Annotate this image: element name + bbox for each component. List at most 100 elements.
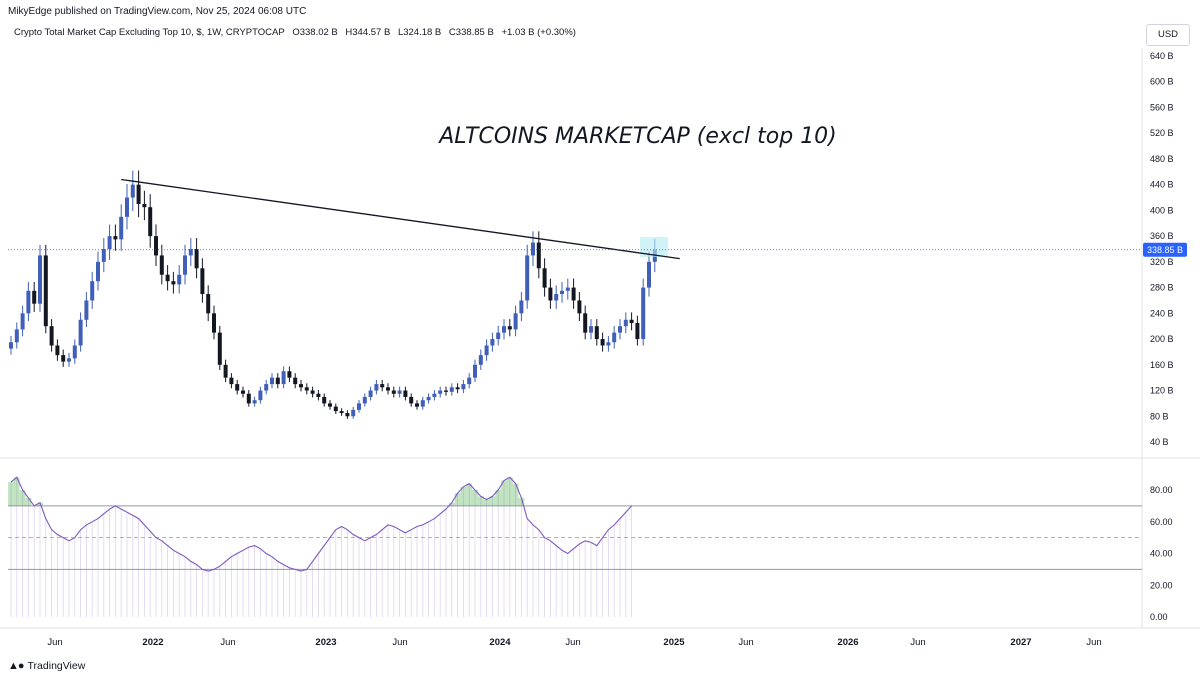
candle-body: [287, 371, 292, 378]
candle-body: [322, 396, 327, 404]
price-tick-label: 80 B: [1150, 411, 1169, 421]
rsi-overbought-fill: [495, 490, 502, 506]
candle-body: [188, 249, 193, 256]
candle-body: [299, 384, 303, 388]
candle-body: [536, 242, 541, 269]
candle-body: [629, 319, 634, 323]
time-tick-label: 2023: [315, 637, 336, 648]
rsi-overbought-fill: [19, 490, 26, 506]
candle-body: [206, 294, 211, 314]
candle-body: [130, 184, 135, 198]
candle-body: [606, 342, 611, 346]
candle-body: [32, 290, 37, 304]
time-tick-label: Jun: [565, 637, 580, 648]
price-tick-label: 160 B: [1150, 360, 1174, 370]
candle-body: [229, 377, 234, 385]
candle-body: [583, 313, 588, 333]
publisher-info: MikyEdge published on TradingView.com, N…: [8, 6, 307, 17]
candle-body: [113, 236, 118, 240]
highlight-zone: [640, 237, 668, 257]
candle-body: [420, 400, 425, 407]
candle-body: [246, 393, 251, 404]
candle-body: [154, 236, 158, 256]
time-tick-label: 2025: [663, 637, 685, 648]
rsi-overbought-fill: [472, 490, 478, 506]
currency-button[interactable]: USD: [1146, 24, 1190, 46]
candle-body: [235, 384, 240, 391]
candle-body: [415, 403, 419, 407]
last-price-label: 338.85 B: [1147, 245, 1183, 255]
candle-body: [618, 326, 622, 333]
candle-body: [345, 413, 350, 417]
rsi-tick-label: 60.00: [1150, 517, 1173, 527]
rsi-overbought-fill: [460, 486, 467, 506]
time-tick-label: 2027: [1010, 637, 1031, 648]
candle-body: [177, 274, 182, 285]
candle-body: [101, 249, 106, 262]
time-tick-label: Jun: [738, 637, 753, 648]
candle-body: [258, 390, 263, 401]
candle-body: [525, 255, 530, 301]
candle-body: [461, 384, 466, 390]
candle-body: [449, 387, 454, 392]
candle-body: [241, 390, 245, 394]
rsi-overbought-fill: [518, 497, 525, 506]
candle-body: [380, 384, 385, 388]
price-tick-label: 440 B: [1150, 180, 1174, 190]
candle-body: [304, 387, 309, 391]
candle-body: [136, 184, 141, 204]
candle-body: [310, 390, 315, 394]
candle-body: [409, 396, 414, 404]
candle-body: [9, 342, 13, 349]
price-tick-label: 40 B: [1150, 437, 1169, 447]
candle-body: [560, 290, 564, 295]
time-tick-label: 2024: [489, 637, 511, 648]
candle-body: [374, 384, 379, 391]
candle-body: [14, 329, 19, 343]
candle-body: [200, 268, 205, 295]
candle-body: [444, 390, 448, 392]
candle-body: [368, 390, 373, 397]
time-tick-label: Jun: [910, 637, 925, 648]
candle-body: [391, 390, 396, 394]
chart-title: ALTCOINS MARKETCAP (excl top 10): [437, 124, 837, 149]
rsi-tick-label: 80.00: [1150, 485, 1173, 495]
candle-body: [20, 313, 25, 330]
candle-body: [119, 216, 124, 240]
rsi-overbought-fill: [506, 477, 513, 506]
time-tick-label: 2026: [837, 637, 858, 648]
trendline: [121, 178, 680, 260]
price-tick-label: 360 B: [1150, 231, 1174, 241]
rsi-line: [10, 476, 633, 572]
candle-body: [194, 249, 199, 269]
rsi-overbought-fill: [454, 493, 461, 506]
rsi-overbought-fill: [483, 499, 490, 506]
candle-body: [432, 393, 437, 397]
tradingview-brand[interactable]: ▲● TradingView: [8, 660, 85, 672]
candle-body: [403, 390, 408, 397]
candle-body: [96, 261, 100, 282]
candle-body: [159, 255, 164, 275]
candle-body: [328, 403, 332, 407]
candle-body: [600, 339, 605, 346]
candle-body: [38, 255, 42, 304]
tradingview-logo-icon: ▲●: [8, 660, 25, 672]
ohlc-high: H344.57 B: [345, 27, 391, 38]
candle-body: [26, 290, 31, 314]
candle-body: [55, 345, 60, 356]
time-tick-label: Jun: [392, 637, 407, 648]
candle-body: [142, 203, 147, 208]
rsi-overbought-fill: [466, 483, 473, 506]
price-tick-label: 600 B: [1150, 77, 1174, 87]
candle-body: [78, 319, 83, 346]
candle-body: [148, 207, 153, 237]
rsi-overbought-fill: [489, 496, 496, 506]
candle-body: [67, 358, 71, 362]
price-tick-label: 120 B: [1150, 386, 1174, 396]
rsi-tick-label: 0.00: [1150, 612, 1168, 622]
candle-body: [212, 313, 216, 333]
candle-body: [270, 377, 274, 385]
candle-body: [502, 326, 506, 333]
candle-body: [565, 287, 570, 291]
